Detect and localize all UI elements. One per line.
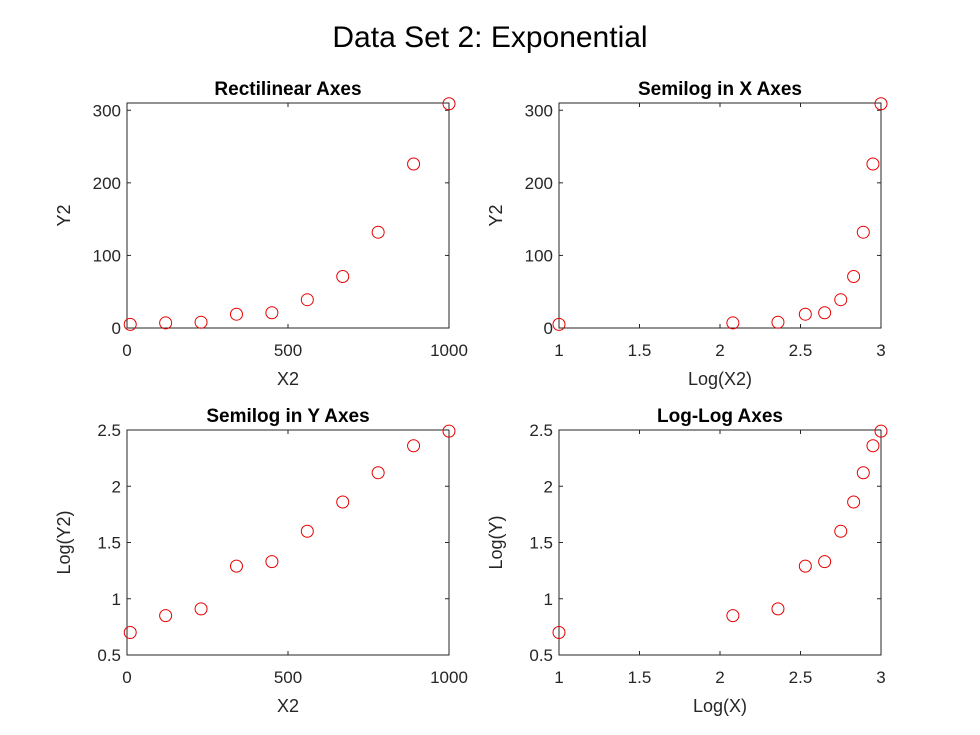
plot-area: [126, 429, 450, 656]
axes-title: Semilog in X Axes: [638, 79, 802, 100]
data-point: [847, 269, 861, 283]
y-axis-label: Log(Y): [486, 515, 506, 569]
x-tick-label: 2.5: [789, 668, 813, 687]
x-tick-label: 500: [274, 341, 302, 360]
data-point: [123, 317, 137, 331]
y-tick-label: 200: [93, 174, 121, 193]
y-tick-label: 100: [93, 246, 121, 265]
figure-title: Data Set 2: Exponential: [332, 21, 647, 54]
data-point: [771, 315, 785, 329]
data-point: [229, 559, 243, 573]
axes-panel-2: Semilog in X Axes 1 1.5 2 2.5 3 0 100 200 300 Log(…: [486, 79, 888, 389]
data-point: [798, 559, 812, 573]
y-tick-label: 1: [112, 590, 121, 609]
y-tick-label: 300: [93, 101, 121, 120]
x-tick-label: 1.5: [628, 341, 652, 360]
data-point: [726, 316, 740, 330]
data-point: [159, 609, 173, 623]
y-tick-label: 2: [544, 477, 553, 496]
data-point: [300, 293, 314, 307]
axes-title: Rectilinear Axes: [214, 79, 361, 100]
data-point: [300, 524, 314, 538]
y-tick-label: 0: [544, 319, 553, 338]
data-point: [874, 97, 888, 111]
y-axis-label: Log(Y2): [54, 510, 74, 574]
data-point: [159, 316, 173, 330]
axes-title: Log-Log Axes: [657, 406, 783, 427]
data-point: [371, 225, 385, 239]
data-point: [407, 157, 421, 171]
data-point: [552, 317, 566, 331]
axes-panel-3: Semilog in Y Axes 0 500 1000 0.5 1 1.5 2 2.5 X2 Lo…: [54, 406, 468, 716]
y-tick-label: 0.5: [97, 646, 121, 665]
y-tick-label: 1.5: [97, 534, 121, 553]
x-tick-label: 1: [554, 668, 563, 687]
x-tick-label: 2.5: [789, 341, 813, 360]
y-tick-label: 2: [112, 477, 121, 496]
data-point: [866, 439, 880, 453]
data-point: [265, 306, 279, 320]
data-point: [798, 307, 812, 321]
y-tick-label: 300: [525, 101, 553, 120]
data-point: [834, 293, 848, 307]
plot-area: [558, 102, 882, 329]
data-point: [442, 97, 456, 111]
axes-title: Semilog in Y Axes: [206, 406, 369, 427]
data-point: [194, 315, 208, 329]
x-axis-label: Log(X): [693, 696, 747, 716]
data-point: [442, 424, 456, 438]
y-tick-label: 100: [525, 246, 553, 265]
data-point: [818, 306, 832, 320]
x-tick-label: 1.5: [628, 668, 652, 687]
y-tick-label: 0: [112, 319, 121, 338]
data-point: [229, 307, 243, 321]
data-point: [194, 602, 208, 616]
x-tick-label: 2: [715, 668, 724, 687]
x-tick-label: 3: [876, 668, 885, 687]
plot-area: [126, 102, 450, 329]
x-tick-label: 1000: [430, 668, 468, 687]
y-tick-label: 2.5: [97, 421, 121, 440]
data-point: [123, 626, 137, 639]
y-tick-label: 2.5: [529, 421, 553, 440]
data-point: [856, 225, 870, 239]
x-tick-label: 0: [122, 341, 131, 360]
x-tick-label: 1000: [430, 341, 468, 360]
y-axis-label: Y2: [54, 204, 74, 226]
x-axis-label: X2: [277, 369, 299, 389]
y-tick-label: 0.5: [529, 646, 553, 665]
x-tick-label: 3: [876, 341, 885, 360]
y-tick-label: 200: [525, 174, 553, 193]
y-axis-label: Y2: [486, 204, 506, 226]
data-point: [771, 602, 785, 616]
data-point: [726, 609, 740, 623]
axes-panel-1: Rectilinear Axes 0 500 1000 0 100 200 300 X2 Y2: [54, 79, 468, 389]
data-point: [866, 157, 880, 171]
data-point: [834, 524, 848, 538]
x-axis-label: Log(X2): [688, 369, 752, 389]
x-tick-label: 500: [274, 668, 302, 687]
x-tick-label: 1: [554, 341, 563, 360]
y-tick-label: 1: [544, 590, 553, 609]
data-point: [371, 466, 385, 480]
data-point: [336, 495, 350, 509]
data-point: [856, 466, 870, 480]
data-point: [847, 495, 861, 509]
data-point: [818, 555, 832, 569]
data-point: [407, 439, 421, 453]
y-tick-label: 1.5: [529, 534, 553, 553]
data-point: [265, 555, 279, 569]
data-point: [874, 424, 888, 438]
data-point: [552, 626, 566, 639]
x-tick-label: 2: [715, 341, 724, 360]
x-axis-label: X2: [277, 696, 299, 716]
data-point: [336, 269, 350, 283]
plot-area: [558, 429, 882, 656]
x-tick-label: 0: [122, 668, 131, 687]
